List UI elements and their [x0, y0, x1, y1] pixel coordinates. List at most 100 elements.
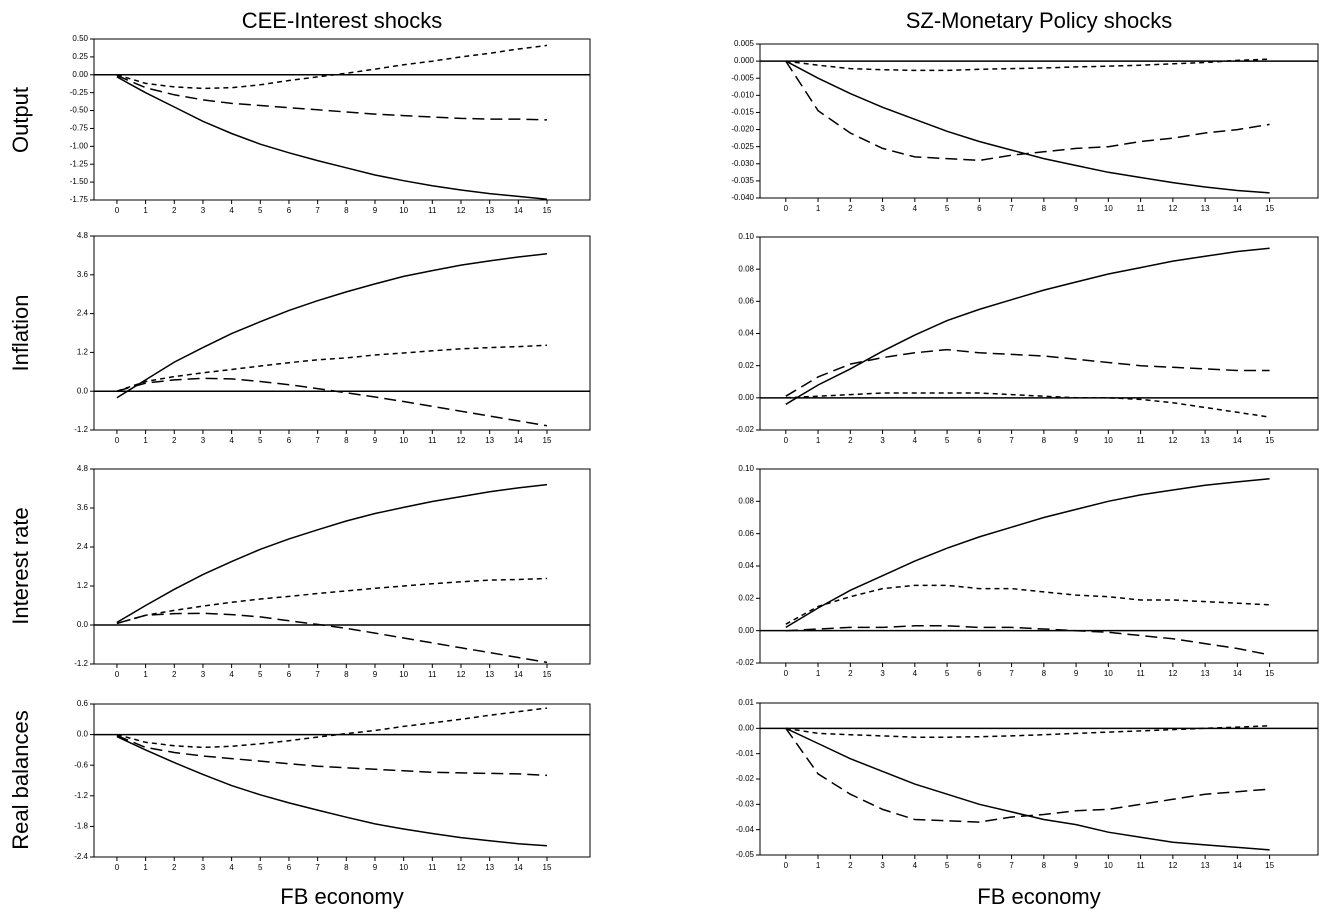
series-line — [785, 477, 1270, 629]
x-tick-label: 6 — [287, 863, 292, 872]
series-line — [116, 735, 548, 847]
x-tick-label: 10 — [399, 670, 408, 679]
y-tick-label: -0.02 — [736, 774, 755, 783]
y-tick-label: -0.03 — [736, 799, 755, 808]
x-tick-label: 8 — [1042, 436, 1047, 445]
x-tick-label: 4 — [229, 670, 234, 679]
x-tick-label: 2 — [848, 436, 853, 445]
series-line — [116, 734, 548, 777]
y-tick-label: 3.6 — [77, 503, 89, 512]
x-tick-label: 11 — [1136, 436, 1145, 445]
y-tick-label: -0.05 — [736, 850, 755, 859]
x-tick-label: 6 — [977, 436, 982, 445]
x-tick-label: 8 — [344, 436, 349, 445]
x-tick-label: 15 — [1265, 861, 1274, 870]
x-tick-label: 8 — [344, 863, 349, 872]
series-line — [785, 60, 1270, 194]
y-tick-label: 0.10 — [738, 232, 754, 241]
x-tick-label: 9 — [373, 670, 378, 679]
x-tick-label: 7 — [1009, 861, 1014, 870]
y-tick-label: 0.25 — [72, 52, 88, 61]
y-tick-label: 0.04 — [738, 561, 754, 570]
x-tick-label: 14 — [1233, 669, 1242, 678]
x-tick-label: 1 — [816, 436, 821, 445]
y-tick-label: 0.00 — [738, 723, 754, 732]
x-tick-label: 14 — [514, 670, 523, 679]
y-tick-label: -1.2 — [74, 791, 88, 800]
x-tick-label: 11 — [1136, 861, 1145, 870]
plot-frame — [759, 468, 1319, 664]
series-line — [785, 725, 1270, 738]
y-tick-label: -0.6 — [74, 760, 88, 769]
y-tick-label: -0.02 — [736, 425, 755, 434]
y-tick-label: -0.01 — [736, 749, 755, 758]
y-tick-label: 0.02 — [738, 361, 754, 370]
y-tick-label: 0.0 — [77, 620, 89, 629]
plot-frame — [93, 235, 591, 431]
x-tick-label: 10 — [399, 436, 408, 445]
row-label: Interest rate — [8, 507, 33, 624]
x-tick-label: 8 — [1042, 861, 1047, 870]
y-tick-label: -1.2 — [74, 659, 88, 668]
plot-frame — [759, 702, 1319, 856]
y-tick-label: -1.00 — [70, 141, 89, 150]
y-tick-label: 0.02 — [738, 593, 754, 602]
x-tick-label: 11 — [1136, 669, 1145, 678]
y-tick-label: 0.10 — [738, 464, 754, 473]
x-tick-label: 5 — [258, 436, 263, 445]
x-tick-label: 5 — [945, 669, 950, 678]
x-tick-label: 10 — [399, 863, 408, 872]
x-tick-label: 3 — [201, 863, 206, 872]
x-tick-label: 9 — [1074, 204, 1079, 213]
x-tick-label: 0 — [784, 204, 789, 213]
x-tick-label: 5 — [258, 863, 263, 872]
y-tick-label: -0.030 — [731, 159, 754, 168]
x-tick-label: 13 — [485, 206, 494, 215]
x-tick-label: 7 — [315, 436, 320, 445]
plot-frame — [759, 236, 1319, 431]
x-tick-label: 11 — [428, 863, 437, 872]
y-tick-label: 0.06 — [738, 296, 754, 305]
series-line — [785, 584, 1270, 625]
y-tick-label: -0.035 — [731, 176, 754, 185]
x-tick-label: 2 — [848, 861, 853, 870]
series-line — [785, 247, 1270, 405]
x-tick-label: 1 — [816, 861, 821, 870]
x-tick-label: 10 — [1104, 436, 1113, 445]
plot-frame — [93, 468, 591, 665]
x-tick-label: 13 — [1201, 436, 1210, 445]
x-tick-label: 0 — [784, 436, 789, 445]
x-tick-label: 1 — [143, 670, 148, 679]
x-tick-label: 12 — [1168, 436, 1177, 445]
x-tick-label: 11 — [428, 670, 437, 679]
x-tick-label: 0 — [784, 669, 789, 678]
y-tick-label: 2.4 — [77, 309, 89, 318]
x-axis-label: FB economy — [280, 884, 404, 909]
series-line — [116, 483, 548, 624]
x-tick-label: 8 — [1042, 669, 1047, 678]
y-tick-label: 0.6 — [77, 699, 89, 708]
y-tick-label: 0.00 — [738, 626, 754, 635]
y-tick-label: -0.75 — [70, 124, 89, 133]
x-tick-label: 14 — [514, 863, 523, 872]
y-tick-label: 0.0 — [77, 730, 89, 739]
y-tick-label: -0.020 — [731, 125, 754, 134]
x-tick-label: 8 — [344, 206, 349, 215]
x-tick-label: 0 — [115, 436, 120, 445]
x-tick-label: 9 — [1074, 669, 1079, 678]
x-tick-label: 2 — [172, 436, 177, 445]
y-tick-label: 0.08 — [738, 496, 754, 505]
column-title: SZ-Monetary Policy shocks — [906, 8, 1173, 33]
y-tick-label: 3.6 — [77, 270, 89, 279]
y-tick-label: -0.02 — [736, 658, 755, 667]
x-tick-label: 15 — [1265, 204, 1274, 213]
x-tick-label: 2 — [172, 863, 177, 872]
x-tick-label: 1 — [816, 669, 821, 678]
x-tick-label: 7 — [1009, 669, 1014, 678]
series-line — [785, 625, 1270, 656]
y-tick-label: 0.0 — [77, 386, 89, 395]
x-tick-label: 5 — [945, 861, 950, 870]
x-tick-label: 1 — [816, 204, 821, 213]
y-tick-label: 0.00 — [738, 393, 754, 402]
